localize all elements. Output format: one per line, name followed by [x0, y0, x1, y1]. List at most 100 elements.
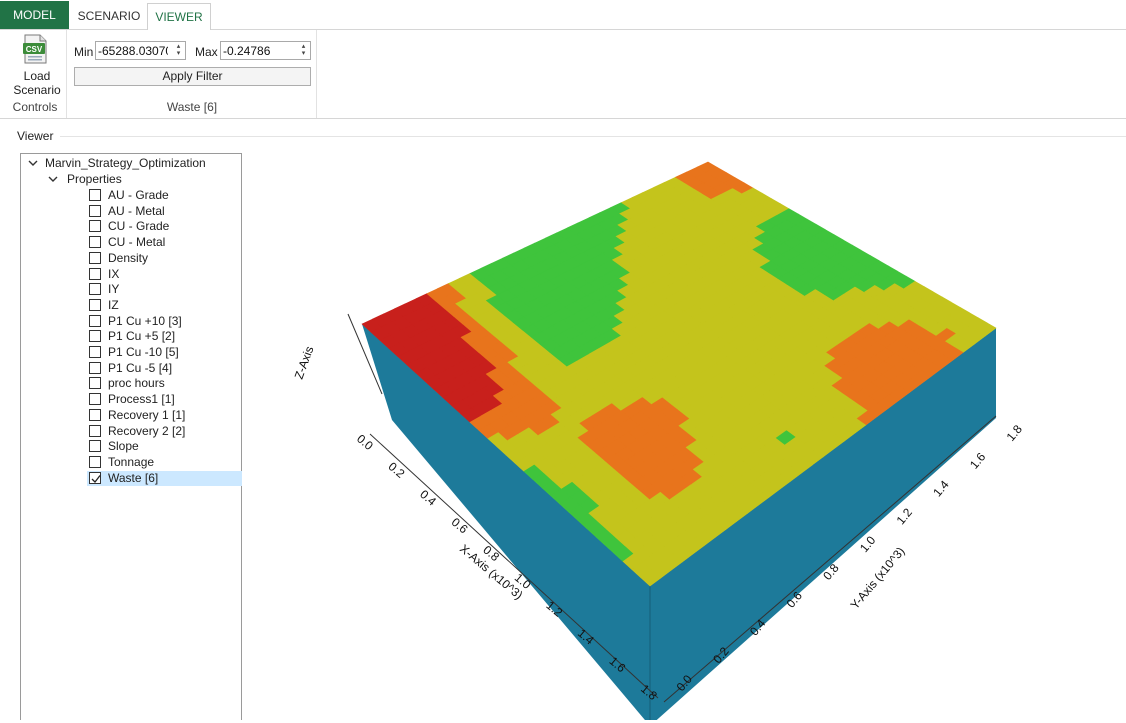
- property-checkbox[interactable]: [89, 408, 101, 421]
- min-label: Min: [74, 45, 94, 59]
- property-checkbox[interactable]: [89, 361, 101, 374]
- property-item[interactable]: Density: [21, 251, 241, 266]
- property-item[interactable]: AU - Metal: [21, 204, 241, 219]
- tab-scenario[interactable]: SCENARIO: [77, 9, 141, 23]
- filter-group: Min ▴▾ Max ▴▾ Apply Filter Waste [6]: [68, 30, 317, 118]
- property-label: Recovery 2 [2]: [108, 423, 186, 438]
- property-checkbox[interactable]: [89, 330, 101, 343]
- z-axis-line: [347, 313, 383, 395]
- max-label: Max: [195, 45, 218, 59]
- tab-viewer[interactable]: VIEWER: [147, 3, 211, 31]
- ribbon-tab-bar: MODEL SCENARIO VIEWER: [0, 0, 1126, 31]
- property-item[interactable]: Slope: [21, 439, 241, 454]
- min-spin-arrows-icon[interactable]: ▴ ▾: [176, 43, 181, 57]
- property-checkbox[interactable]: [89, 440, 101, 453]
- y-tick-label: 1.8: [1004, 422, 1026, 444]
- chevron-down-icon[interactable]: [27, 157, 39, 169]
- tree-group-label: Properties: [67, 172, 122, 186]
- chevron-down-icon[interactable]: [47, 173, 59, 185]
- property-label: Recovery 1 [1]: [108, 407, 186, 422]
- min-input[interactable]: [98, 43, 168, 58]
- tree-root-label: Marvin_Strategy_Optimization: [45, 156, 206, 170]
- property-item[interactable]: Process1 [1]: [21, 392, 241, 407]
- x-tick-label: 0.6: [449, 515, 471, 537]
- property-label: P1 Cu +10 [3]: [108, 313, 182, 328]
- property-item[interactable]: Recovery 2 [2]: [21, 424, 241, 439]
- property-label: IZ: [108, 297, 119, 312]
- x-tick-label: 0.2: [386, 459, 408, 481]
- controls-group: CSV Load Scenario Controls: [4, 30, 67, 118]
- property-checkbox[interactable]: [89, 471, 101, 484]
- property-label: AU - Metal: [108, 203, 165, 218]
- property-item[interactable]: P1 Cu +5 [2]: [21, 329, 241, 344]
- max-spinbox: ▴▾: [220, 41, 311, 60]
- property-checkbox[interactable]: [89, 204, 101, 217]
- property-item[interactable]: P1 Cu -10 [5]: [21, 345, 241, 360]
- property-item[interactable]: IX: [21, 267, 241, 282]
- property-item[interactable]: Waste [6]: [21, 471, 241, 486]
- viewer-frame-divider: [60, 136, 1126, 137]
- property-checkbox[interactable]: [89, 393, 101, 406]
- block-model-3d-view[interactable]: Z-Axis 0.0 0.2 0.4 0.6 0.8 1.0 1.2 1.4 1.6 1.8 X-Ax…: [244, 138, 1126, 723]
- property-checkbox[interactable]: [89, 346, 101, 358]
- property-label: Slope: [108, 439, 139, 454]
- y-tick-label: 1.2: [894, 505, 916, 527]
- y-tick-label: 1.6: [967, 450, 989, 472]
- max-spin-arrows-icon[interactable]: ▴ ▾: [301, 43, 306, 57]
- property-item[interactable]: IZ: [21, 298, 241, 313]
- max-input[interactable]: [223, 43, 293, 58]
- property-checkbox[interactable]: [89, 377, 101, 390]
- checkmark-icon: [91, 474, 101, 483]
- csv-file-icon: CSV: [23, 34, 47, 64]
- property-label: P1 Cu -5 [4]: [108, 360, 173, 375]
- apply-filter-button[interactable]: Apply Filter: [74, 67, 311, 86]
- y-axis-line: [663, 415, 997, 703]
- left-side-face: [362, 324, 650, 723]
- property-label: CU - Metal: [108, 235, 166, 250]
- load-scenario-button[interactable]: CSV Load Scenario: [8, 32, 64, 97]
- property-item[interactable]: CU - Metal: [21, 235, 241, 250]
- property-checkbox[interactable]: [89, 236, 101, 249]
- tab-model[interactable]: MODEL: [0, 1, 69, 29]
- property-label: P1 Cu -10 [5]: [108, 345, 179, 359]
- property-label: P1 Cu +5 [2]: [108, 329, 176, 344]
- property-item[interactable]: proc hours: [21, 376, 241, 391]
- x-tick-label: 0.0: [354, 432, 376, 454]
- property-label: Waste [6]: [108, 470, 159, 485]
- property-label: AU - Grade: [108, 188, 169, 202]
- front-side-face: [650, 328, 996, 723]
- property-label: Tonnage: [108, 454, 155, 469]
- x-tick-label: 0.4: [417, 487, 439, 509]
- property-item[interactable]: P1 Cu +10 [3]: [21, 314, 241, 329]
- property-label: IX: [108, 266, 120, 281]
- property-checkbox[interactable]: [89, 267, 101, 280]
- property-item[interactable]: IY: [21, 282, 241, 297]
- y-axis-label: Y-Axis (x10^3): [848, 544, 908, 612]
- property-checkbox[interactable]: [89, 424, 101, 437]
- property-label: proc hours: [108, 376, 165, 391]
- selected-row-highlight: [87, 470, 242, 486]
- min-spinbox: ▴▾: [95, 41, 186, 60]
- filter-group-caption: Waste [6]: [166, 100, 218, 114]
- property-checkbox[interactable]: [89, 298, 101, 311]
- property-checkbox[interactable]: [89, 189, 101, 201]
- property-label: Process1 [1]: [108, 392, 175, 407]
- controls-group-caption: Controls: [12, 100, 58, 114]
- property-label: Density: [108, 250, 149, 265]
- load-scenario-label: Load Scenario: [13, 69, 61, 97]
- viewer-section-label: Viewer: [17, 129, 54, 143]
- property-item[interactable]: CU - Grade: [21, 219, 241, 234]
- property-item[interactable]: AU - Grade: [21, 188, 241, 203]
- property-item[interactable]: P1 Cu -5 [4]: [21, 361, 241, 376]
- top-surface: [361, 161, 997, 587]
- property-item[interactable]: Tonnage: [21, 455, 241, 470]
- block-model-canvas[interactable]: Z-Axis0.00.20.40.60.81.01.21.41.61.8X-Ax…: [244, 138, 1126, 723]
- property-checkbox[interactable]: [89, 251, 101, 264]
- ribbon: CSV Load Scenario Controls Min ▴▾ Max ▴▾…: [0, 30, 1126, 119]
- property-checkbox[interactable]: [89, 455, 101, 468]
- property-checkbox[interactable]: [89, 220, 101, 233]
- property-item[interactable]: Recovery 1 [1]: [21, 408, 241, 423]
- property-checkbox[interactable]: [89, 314, 101, 327]
- property-checkbox[interactable]: [89, 283, 101, 296]
- property-label: CU - Grade: [108, 219, 170, 234]
